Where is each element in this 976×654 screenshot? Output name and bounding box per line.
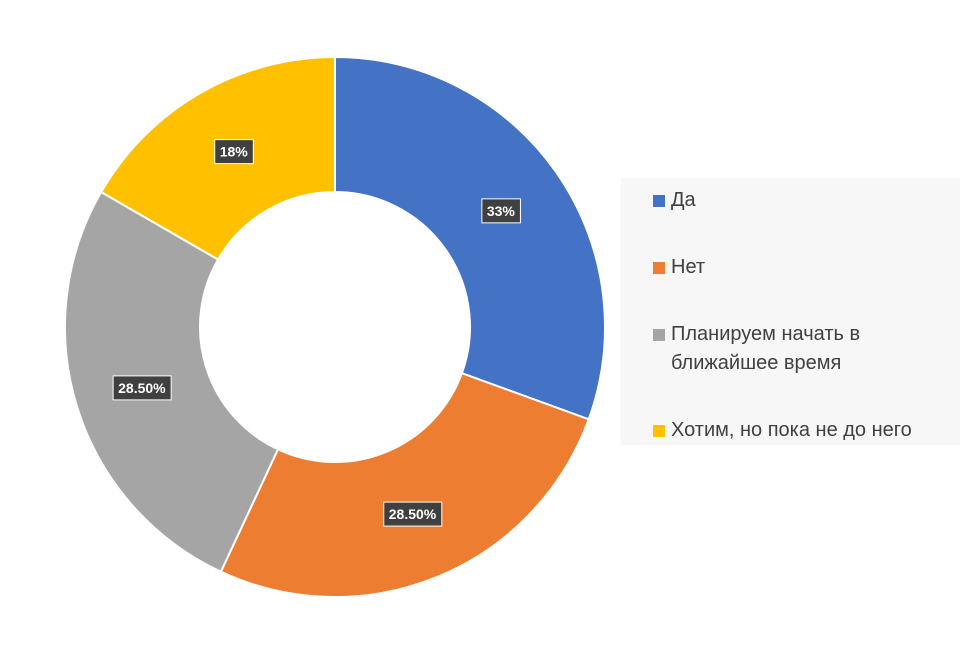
legend-item: Хотим, но пока не до него xyxy=(653,416,950,445)
data-label-box xyxy=(112,375,172,401)
data-label: 28.50% xyxy=(383,501,443,527)
donut-segment xyxy=(334,55,606,421)
legend-text: Планируем начать в ближайшее время xyxy=(671,323,861,374)
legend-swatch xyxy=(653,262,665,274)
legend-item: Нет xyxy=(653,253,950,282)
data-label: 33% xyxy=(481,198,521,224)
data-label-box xyxy=(214,139,254,165)
legend-text: Нет xyxy=(671,256,706,278)
legend-swatch xyxy=(653,329,665,341)
data-label-box xyxy=(481,198,521,224)
data-label-text: 33% xyxy=(487,203,516,219)
data-label: 28.50% xyxy=(112,375,172,401)
legend-swatch xyxy=(653,425,665,437)
legend: Да Нет Планируем начать в ближайшее время Х… xyxy=(621,178,960,445)
legend-swatch xyxy=(653,195,665,207)
data-label: 18% xyxy=(214,139,254,165)
data-label-text: 28.50% xyxy=(389,506,437,522)
data-label-text: 18% xyxy=(220,144,249,160)
data-label-box xyxy=(383,501,443,527)
legend-text: Хотим, но пока не до него xyxy=(671,419,912,441)
donut-segment xyxy=(219,371,590,598)
legend-item: Планируем начать в ближайшее время xyxy=(653,320,950,378)
legend-text: Да xyxy=(671,189,696,211)
legend-item: Да xyxy=(653,186,950,215)
data-label-text: 28.50% xyxy=(118,380,166,396)
